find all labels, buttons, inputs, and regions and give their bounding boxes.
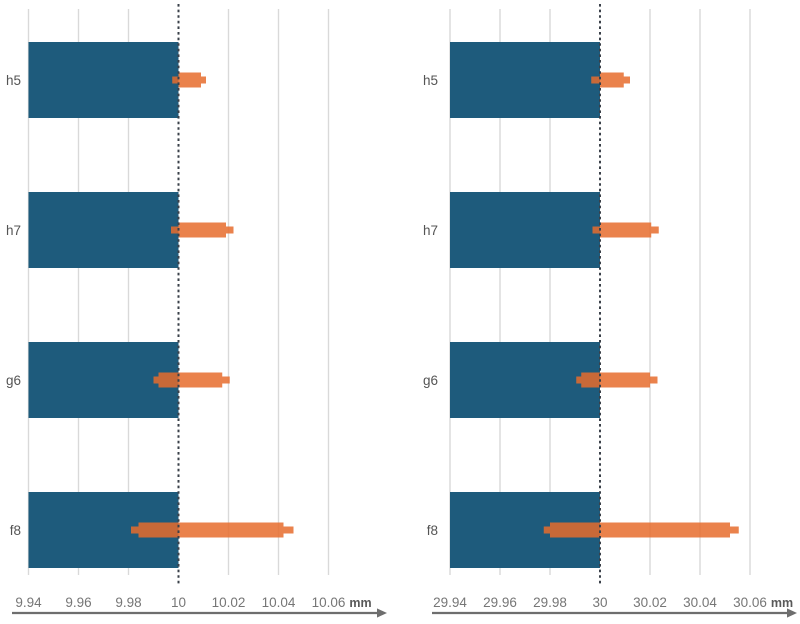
tolerance-range-h5 xyxy=(172,72,206,88)
x-axis-arrow-icon xyxy=(787,608,797,618)
x-tick-label: 10.06 xyxy=(312,595,346,610)
x-tick-label: 29.96 xyxy=(483,595,517,610)
x-tick-label: 30 xyxy=(592,595,607,610)
tolerance-range-g6 xyxy=(153,372,230,388)
x-tick-label: 9.98 xyxy=(115,595,141,610)
category-label-g6: g6 xyxy=(423,373,438,388)
x-tick-label: 29.98 xyxy=(533,595,567,610)
category-label-h7: h7 xyxy=(423,223,438,238)
x-tick-label: 9.94 xyxy=(15,595,42,610)
nominal-size-bar-h5 xyxy=(28,42,179,118)
nominal-size-bar-h7 xyxy=(450,192,600,268)
x-tick-label: 10.02 xyxy=(212,595,246,610)
x-tick-label: 30.02 xyxy=(633,595,667,610)
nominal-size-bar-h7 xyxy=(28,192,179,268)
x-tick-label: 10 xyxy=(171,595,186,610)
axis-unit-label: mm xyxy=(349,596,371,610)
nominal-size-bar-h5 xyxy=(450,42,600,118)
tolerance-range-h7 xyxy=(592,222,659,238)
tolerance-range-f8 xyxy=(131,522,294,538)
x-tick-label: 10.04 xyxy=(262,595,296,610)
category-label-h7: h7 xyxy=(6,223,21,238)
category-label-f8: f8 xyxy=(427,523,438,538)
x-tick-label: 30.06 xyxy=(733,595,767,610)
x-axis-arrow-icon xyxy=(377,608,387,618)
tolerance-range-f8 xyxy=(543,522,739,538)
category-label-f8: f8 xyxy=(10,523,21,538)
category-label-h5: h5 xyxy=(423,73,438,88)
chart-nominal-30mm: 29.94 29.96 29.98 30 30.02 30.04 30.06 mm h5 h7 g6… xyxy=(423,4,797,618)
tolerance-range-g6 xyxy=(576,372,658,388)
category-label-g6: g6 xyxy=(6,373,21,388)
category-label-h5: h5 xyxy=(6,73,21,88)
tolerance-range-h7 xyxy=(171,222,234,238)
x-tick-label: 29.94 xyxy=(433,595,467,610)
x-tick-label: 9.96 xyxy=(65,595,91,610)
x-tick-label: 30.04 xyxy=(683,595,717,610)
chart-nominal-10mm: 9.94 9.96 9.98 10 10.02 10.04 10.06 mm h5 h7 g6 f8 xyxy=(6,4,387,618)
nominal-size-bar-g6 xyxy=(450,342,600,418)
axis-unit-label: mm xyxy=(771,596,793,610)
